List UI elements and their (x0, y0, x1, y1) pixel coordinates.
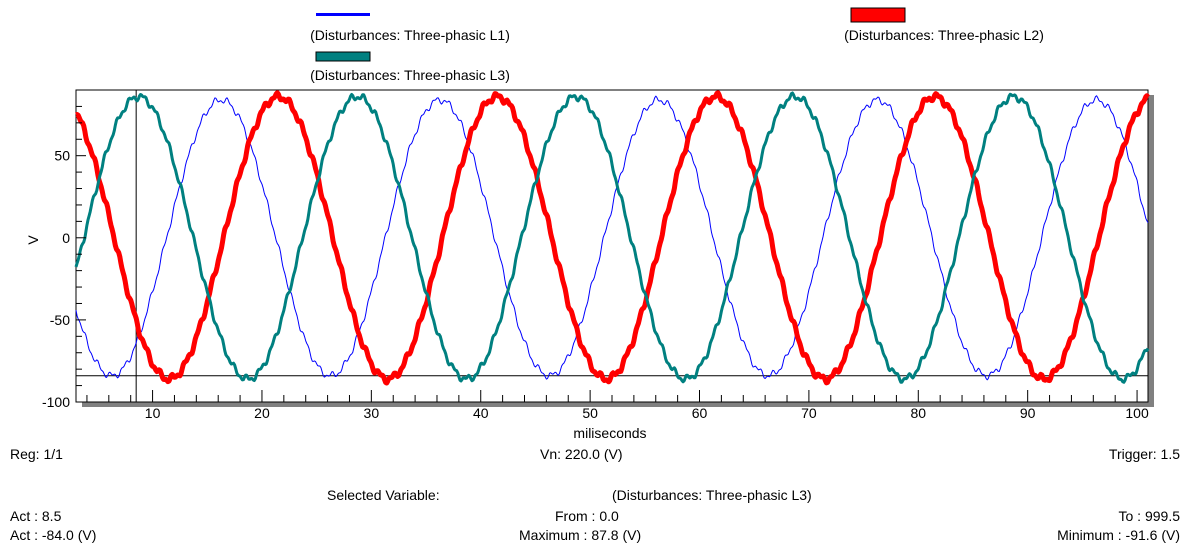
x-tick-label: 10 (145, 405, 161, 421)
from-value: From : 0.0 (555, 508, 619, 524)
trigger-label: Trigger: 1.5 (1108, 446, 1180, 462)
x-tick-label: 30 (364, 405, 380, 421)
x-axis-label: miliseconds (573, 425, 646, 440)
y-tick-label: -100 (42, 394, 70, 410)
legend-swatch-l1 (316, 13, 370, 16)
legend-label-l1: (Disturbances: Three-phasic L1) (310, 27, 510, 43)
waveform-chart: (Disturbances: Three-phasic L1) (Disturb… (25, 7, 1154, 440)
series-line-2 (74, 90, 1150, 386)
legend-swatch-l3 (315, 51, 371, 62)
y-tick-label: 0 (62, 230, 70, 246)
vn-label: Vn: 220.0 (V) (540, 446, 623, 462)
plot-area[interactable] (75, 89, 1149, 403)
x-tick-label: 100 (1125, 405, 1149, 421)
legend-label-l2: (Disturbances: Three-phasic L2) (844, 27, 1044, 43)
x-tick-label: 50 (582, 405, 598, 421)
minimum-value: Minimum : -91.6 (V) (1057, 527, 1180, 543)
legend-label-l3: (Disturbances: Three-phasic L3) (310, 67, 510, 83)
selected-variable-label: Selected Variable: (327, 487, 440, 503)
series-line-3 (74, 91, 1150, 384)
legend-swatch-l2 (850, 7, 906, 23)
maximum-value: Maximum : 87.8 (V) (519, 527, 642, 543)
x-tick-label: 90 (1020, 405, 1036, 421)
series-line-1 (75, 95, 1149, 381)
y-tick-label: -50 (50, 312, 70, 328)
y-axis-label: V (25, 235, 41, 245)
act-y-value: Act : -84.0 (V) (10, 527, 97, 543)
selected-variable-value: (Disturbances: Three-phasic L3) (612, 487, 812, 503)
y-tick-label: 50 (54, 148, 70, 164)
act-x-value: Act : 8.5 (10, 508, 62, 524)
x-tick-label: 40 (473, 405, 489, 421)
x-tick-label: 70 (801, 405, 817, 421)
reg-label: Reg: 1/1 (10, 446, 63, 462)
x-tick-label: 20 (254, 405, 270, 421)
to-value: To : 999.5 (1118, 508, 1181, 524)
x-tick-label: 60 (692, 405, 708, 421)
x-tick-label: 80 (910, 405, 926, 421)
